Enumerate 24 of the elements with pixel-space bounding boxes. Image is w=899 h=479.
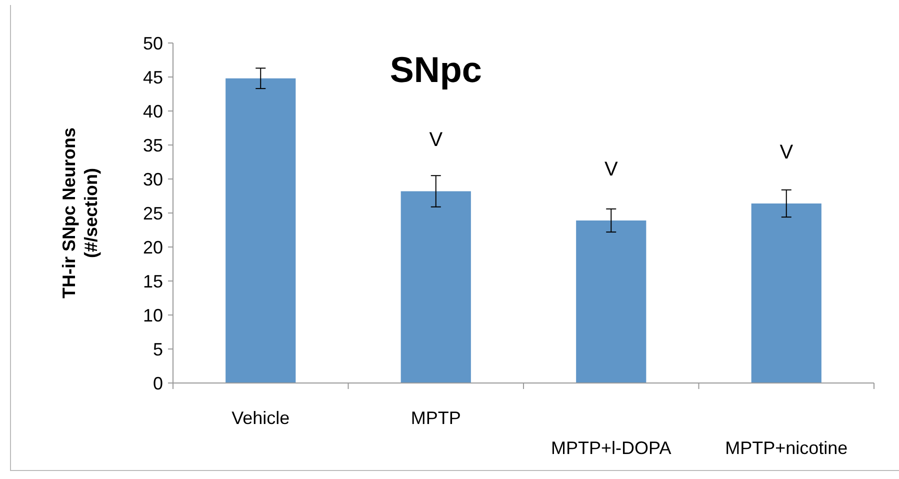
y-tick-label: 15 xyxy=(142,271,163,292)
bar xyxy=(576,220,646,383)
annotation: V xyxy=(780,141,794,164)
bar xyxy=(400,191,471,383)
y-tick-label: 5 xyxy=(152,339,163,360)
annotation: V xyxy=(604,158,618,180)
y-tick-label: 30 xyxy=(142,169,163,190)
x-tick-label: MPTP+nicotine xyxy=(725,438,848,458)
x-tick-label: MPTP xyxy=(410,408,461,428)
annotation: V xyxy=(429,129,444,152)
y-tick-label: 10 xyxy=(142,305,163,326)
y-tick-label: 20 xyxy=(142,237,163,258)
y-tick-label: 40 xyxy=(142,101,163,122)
y-tick-label: 45 xyxy=(142,67,163,88)
y-tick-label: 50 xyxy=(142,33,163,54)
y-tick-label: 25 xyxy=(142,203,163,224)
chart-title: SNpc xyxy=(390,49,482,90)
bar xyxy=(751,203,822,383)
bar xyxy=(226,78,296,383)
y-axis-title: TH-ir SNpc Neurons (#/section) xyxy=(59,127,101,299)
x-tick-label: Vehicle xyxy=(232,408,290,428)
y-tick-label: 35 xyxy=(142,135,163,156)
x-tick-label: MPTP+l-DOPA xyxy=(551,438,672,458)
y-tick-label: 0 xyxy=(152,373,163,394)
